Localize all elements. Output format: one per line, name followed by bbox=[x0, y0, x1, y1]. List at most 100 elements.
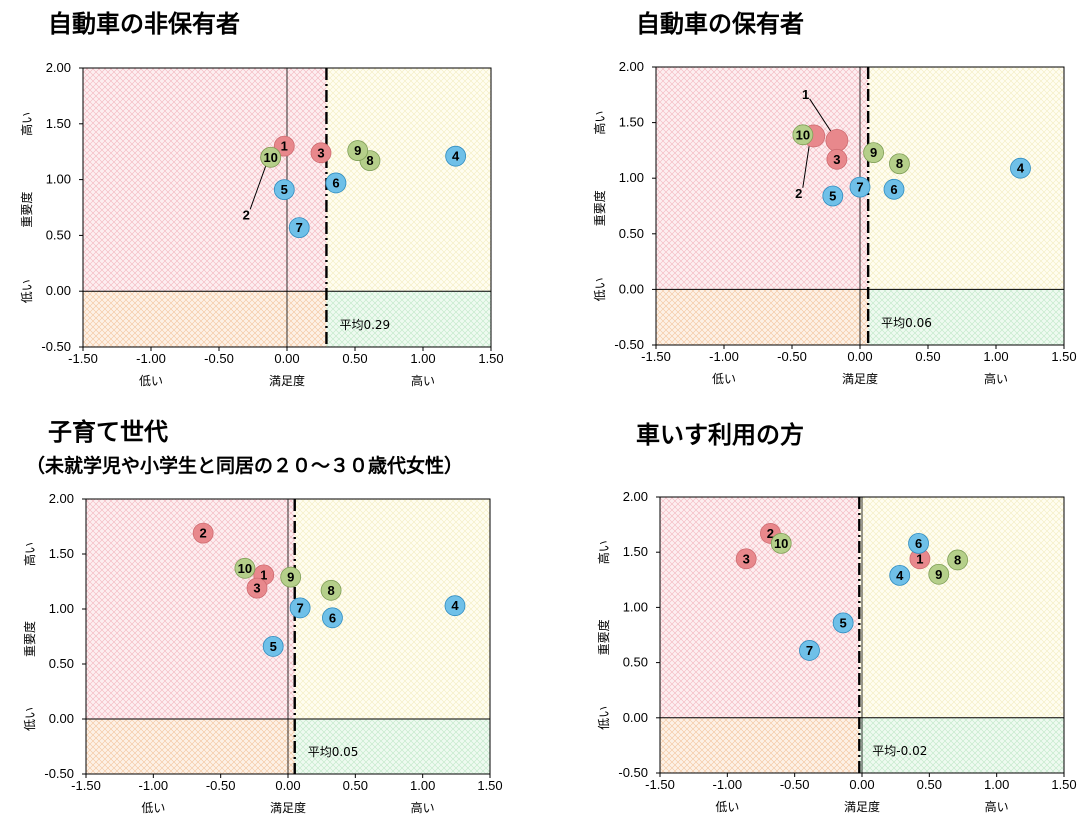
data-point-label: 6 bbox=[329, 610, 336, 625]
data-point-label: 4 bbox=[452, 149, 460, 164]
x-tick-label: 1.50 bbox=[1051, 777, 1076, 792]
quadrant-high-sat-high-imp bbox=[859, 497, 1064, 718]
y-high-label: 高い bbox=[596, 540, 611, 564]
y-axis-label: 重要度 bbox=[19, 192, 34, 228]
quadrant-low-sat-low-imp bbox=[660, 717, 860, 773]
data-point-label: 10 bbox=[263, 150, 277, 165]
data-point-label: 2 bbox=[767, 526, 774, 541]
x-tick-label: 1.50 bbox=[477, 778, 502, 793]
x-tick-label: 1.00 bbox=[410, 351, 435, 366]
x-tick-label: -1.00 bbox=[713, 777, 743, 792]
y-tick-label: 1.00 bbox=[619, 170, 644, 185]
y-tick-label: 1.50 bbox=[46, 116, 71, 131]
quadrant-low-sat-high-imp bbox=[660, 497, 860, 718]
x-tick-label: 1.50 bbox=[1051, 349, 1076, 364]
data-point-label: 6 bbox=[915, 536, 922, 551]
data-point-4 bbox=[889, 564, 911, 586]
data-point-label: 10 bbox=[796, 127, 810, 142]
data-point-label: 1 bbox=[916, 551, 923, 566]
average-label: 平均-0.02 bbox=[872, 744, 927, 758]
data-point-label: 7 bbox=[806, 643, 813, 658]
y-tick-label: 0.00 bbox=[49, 711, 74, 726]
data-point-10 bbox=[260, 146, 282, 168]
x-tick-label: -0.50 bbox=[206, 778, 236, 793]
data-point-3 bbox=[826, 148, 848, 170]
quadrant-low-sat-high-imp bbox=[656, 67, 869, 290]
x-axis-label: 満足度 bbox=[844, 799, 880, 814]
data-point-5 bbox=[262, 636, 284, 657]
y-tick-label: 1.50 bbox=[619, 115, 644, 130]
data-point-label: 8 bbox=[896, 156, 903, 171]
data-point-label: 1 bbox=[260, 567, 267, 582]
y-tick-label: 0.00 bbox=[623, 710, 648, 725]
y-tick-label: 2.00 bbox=[623, 489, 648, 504]
data-point-label: 4 bbox=[1017, 161, 1025, 176]
leader-label: 2 bbox=[243, 207, 250, 222]
data-point-9 bbox=[928, 563, 950, 585]
quadrant-high-sat-low-imp bbox=[868, 289, 1064, 345]
y-tick-label: -0.50 bbox=[614, 337, 644, 352]
data-point-5 bbox=[273, 179, 295, 201]
data-point-label: 10 bbox=[238, 561, 252, 576]
quadrant-low-sat-low-imp bbox=[86, 719, 295, 774]
chart-title: 車いす利用の方 bbox=[636, 421, 804, 449]
quadrant-high-sat-high-imp bbox=[326, 68, 491, 292]
data-point-label: 3 bbox=[317, 145, 324, 160]
chart-subtitle: （未就学児や小学生と同居の２０～３０歳代女性） bbox=[26, 454, 463, 477]
data-point-label: 5 bbox=[281, 182, 288, 197]
y-low-label: 低い bbox=[20, 279, 34, 303]
x-tick-label: -0.50 bbox=[780, 777, 810, 792]
x-high-label: 高い bbox=[411, 373, 435, 388]
y-tick-label: 0.00 bbox=[46, 283, 71, 298]
chart-panel-3: 子育て世代（未就学児や小学生と同居の２０～３０歳代女性）平均0.05-1.50-… bbox=[22, 418, 503, 815]
x-tick-label: -1.50 bbox=[641, 349, 671, 364]
data-point-8 bbox=[320, 579, 342, 601]
quadrant-low-sat-high-imp bbox=[86, 499, 295, 719]
data-point-6 bbox=[883, 178, 905, 200]
data-point-7 bbox=[288, 217, 310, 238]
data-point-7 bbox=[799, 640, 820, 661]
data-point-label: 5 bbox=[840, 615, 847, 630]
x-tick-label: 0.50 bbox=[343, 778, 368, 793]
data-point-label: 3 bbox=[743, 551, 750, 566]
x-high-label: 高い bbox=[984, 371, 1008, 386]
leader-label: 2 bbox=[795, 186, 802, 201]
data-point-label: 5 bbox=[270, 639, 277, 654]
data-point-label: 2 bbox=[200, 526, 207, 541]
y-tick-label: 0.50 bbox=[619, 226, 644, 241]
x-axis-label: 満足度 bbox=[269, 373, 305, 388]
leader-line bbox=[802, 141, 811, 188]
y-tick-label: 2.00 bbox=[49, 491, 74, 506]
data-point-10 bbox=[792, 124, 814, 146]
x-tick-label: -1.50 bbox=[71, 778, 101, 793]
x-tick-label: 0.00 bbox=[275, 778, 300, 793]
data-point-label: 3 bbox=[253, 581, 260, 596]
y-tick-label: -0.50 bbox=[618, 765, 648, 780]
x-tick-label: 0.00 bbox=[849, 777, 874, 792]
data-point-9 bbox=[347, 140, 369, 161]
quadrant-low-sat-low-imp bbox=[83, 291, 327, 347]
data-point-9 bbox=[280, 566, 302, 588]
x-tick-label: 0.50 bbox=[915, 349, 940, 364]
quadrant-high-sat-high-imp bbox=[868, 67, 1064, 290]
x-tick-label: -1.00 bbox=[709, 349, 739, 364]
x-axis-label: 満足度 bbox=[842, 371, 878, 386]
data-point-label: 8 bbox=[366, 153, 373, 168]
y-low-label: 低い bbox=[23, 707, 37, 731]
data-point-6 bbox=[908, 532, 929, 554]
data-point-label: 9 bbox=[870, 145, 877, 160]
y-high-label: 高い bbox=[19, 112, 34, 136]
y-tick-label: -0.50 bbox=[44, 766, 74, 781]
average-label: 平均0.29 bbox=[339, 318, 390, 332]
y-tick-label: 0.50 bbox=[623, 655, 648, 670]
y-tick-label: -0.50 bbox=[41, 339, 71, 354]
quadrant-high-sat-low-imp bbox=[859, 717, 1064, 773]
y-tick-label: 1.00 bbox=[46, 172, 71, 187]
x-tick-label: 1.00 bbox=[983, 349, 1008, 364]
y-low-label: 低い bbox=[597, 706, 611, 730]
y-tick-label: 0.00 bbox=[619, 281, 644, 296]
y-axis-label: 重要度 bbox=[22, 621, 37, 657]
